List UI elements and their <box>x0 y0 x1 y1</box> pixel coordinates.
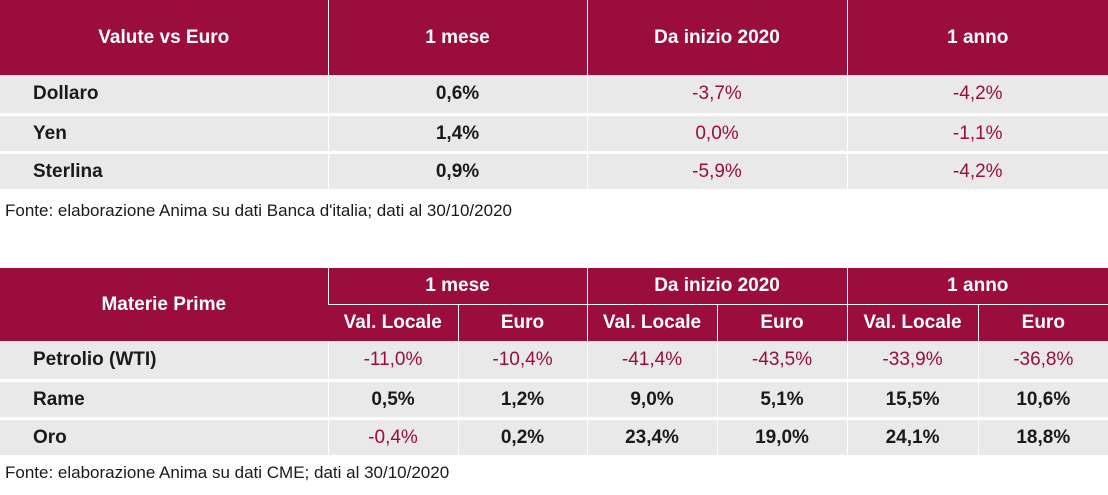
group-1-month: 1 mese <box>327 267 588 305</box>
subheader-local: Val. Locale <box>328 304 458 341</box>
table-row: Yen 1,4% 0,0% -1,1% <box>0 113 1108 153</box>
commodities-header-row: Materie Prime 1 mese Da inizio 2020 1 an… <box>0 267 1108 341</box>
table-row: Sterlina 0,9% -5,9% -4,2% <box>0 151 1108 189</box>
row-label: Sterlina <box>0 151 328 189</box>
cell-value: -4,2% <box>846 151 1108 189</box>
cell-value: -4,2% <box>846 75 1108 115</box>
cell-value: -11,0% <box>327 341 458 381</box>
cell-value: 1,4% <box>327 113 587 153</box>
cell-value: -10,4% <box>457 341 588 381</box>
group-ytd: Da inizio 2020 <box>586 267 848 305</box>
group-1-year: 1 anno <box>846 267 1108 305</box>
header-1-month: 1 mese <box>327 0 587 75</box>
commodities-source-note: Fonte: elaborazione Anima su dati CME; d… <box>5 463 450 482</box>
table-row: Rame 0,5% 1,2% 9,0% 5,1% 15,5% 10,6% <box>0 379 1108 419</box>
subheader-euro: Euro <box>457 304 588 341</box>
cell-value: 15,5% <box>846 379 979 419</box>
cell-value: -1,1% <box>846 113 1108 153</box>
row-label: Petrolio (WTI) <box>0 341 328 381</box>
cell-value: 24,1% <box>846 417 979 455</box>
cell-value: 5,1% <box>716 379 848 419</box>
currencies-table: Valute vs Euro 1 mese Da inizio 2020 1 a… <box>0 0 1108 189</box>
table-row: Oro -0,4% 0,2% 23,4% 19,0% 24,1% 18,8% <box>0 417 1108 455</box>
cell-value: 9,0% <box>586 379 718 419</box>
cell-value: -0,4% <box>327 417 458 455</box>
cell-value: -33,9% <box>846 341 979 381</box>
cell-value: 10,6% <box>977 379 1108 419</box>
header-ytd: Da inizio 2020 <box>586 0 847 75</box>
cell-value: 0,6% <box>327 75 587 115</box>
table-row: Dollaro 0,6% -3,7% -4,2% <box>0 75 1108 115</box>
subheader-local: Val. Locale <box>846 304 979 341</box>
subheader-euro: Euro <box>977 304 1108 341</box>
commodities-table: Materie Prime 1 mese Da inizio 2020 1 an… <box>0 267 1108 455</box>
cell-value: 0,9% <box>327 151 587 189</box>
cell-value: -3,7% <box>586 75 847 115</box>
cell-value: -36,8% <box>977 341 1108 381</box>
cell-value: 23,4% <box>586 417 718 455</box>
commodities-subheader-row: Val. Locale Euro Val. Locale Euro Val. L… <box>0 304 1108 341</box>
row-label: Rame <box>0 379 328 419</box>
subheader-local: Val. Locale <box>586 304 718 341</box>
cell-value: 0,2% <box>457 417 588 455</box>
cell-value: -41,4% <box>586 341 718 381</box>
cell-value: 0,0% <box>586 113 847 153</box>
cell-value: 1,2% <box>457 379 588 419</box>
cell-value: 0,5% <box>327 379 458 419</box>
commodities-title: Materie Prime <box>0 267 328 341</box>
cell-value: 18,8% <box>977 417 1108 455</box>
row-label: Dollaro <box>0 75 328 115</box>
currencies-source-note: Fonte: elaborazione Anima su dati Banca … <box>5 201 512 220</box>
row-label: Oro <box>0 417 328 455</box>
cell-value: -5,9% <box>586 151 847 189</box>
header-1-year: 1 anno <box>846 0 1108 75</box>
currencies-title: Valute vs Euro <box>0 0 328 75</box>
cell-value: -43,5% <box>716 341 848 381</box>
table-row: Petrolio (WTI) -11,0% -10,4% -41,4% -43,… <box>0 341 1108 381</box>
row-label: Yen <box>0 113 328 153</box>
cell-value: 19,0% <box>716 417 848 455</box>
currencies-header-row: Valute vs Euro 1 mese Da inizio 2020 1 a… <box>0 0 1108 75</box>
subheader-euro: Euro <box>716 304 848 341</box>
